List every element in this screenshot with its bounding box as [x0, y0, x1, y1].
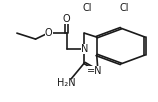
- Text: N: N: [81, 44, 88, 54]
- Text: Cl: Cl: [83, 3, 92, 13]
- Text: =N: =N: [87, 66, 102, 76]
- Text: H₂N: H₂N: [57, 78, 76, 88]
- Text: O: O: [63, 14, 70, 24]
- Text: O: O: [45, 28, 53, 38]
- Text: Cl: Cl: [119, 3, 129, 13]
